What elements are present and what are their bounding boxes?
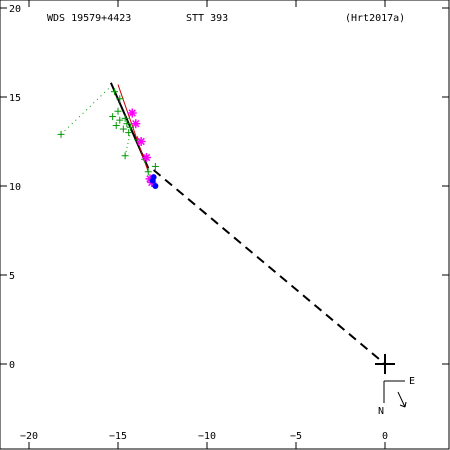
primary-star-marker [375,354,395,374]
asterisk-arm [142,153,151,162]
header-star-id: WDS 19579+4423 [47,13,131,24]
data-point-dot [152,183,159,189]
asterisk-arm [132,119,140,128]
header-reference: (Hrt2017a) [345,13,405,24]
asterisk-arm [128,109,136,117]
data-point-plus [123,120,131,128]
data-point-asterisk [131,119,141,129]
x-tick-label: −15 [109,431,127,442]
data-point-plus [144,168,152,176]
orbit-red-line [117,84,149,172]
fit-curves [60,82,386,365]
y-tick-label: 15 [9,93,21,104]
data-point-plus [121,152,129,160]
header-system-name: STT 393 [186,13,228,24]
data-point-asterisk [127,108,137,118]
y-tick-label: 20 [9,4,21,15]
data-point-plus [125,129,133,137]
x-axis-ticks: −20 −15 −10 −5 0 [20,0,388,449]
data-point-asterisk [141,153,151,163]
data-point-plus [109,113,117,121]
data-point-plus [126,123,134,131]
asterisk-arm [137,137,145,146]
x-tick-label: −10 [198,431,216,442]
data-point-plus [116,95,124,103]
x-tick-label: −20 [20,431,38,442]
x-tick-label: 0 [382,431,388,442]
header: WDS 19579+4423 STT 393 (Hrt2017a) [47,13,405,24]
line-of-nodes [152,169,386,365]
data-points [57,88,159,189]
x-tick-label: −5 [290,431,302,442]
residual-connector [124,132,131,156]
data-point-plus [112,121,120,129]
data-point-plus [110,88,118,96]
data-point-plus [151,162,159,170]
data-point-plus [116,116,124,124]
compass-rose: E N [378,376,415,417]
y-tick-label: 0 [9,360,15,371]
compass-east-label: E [409,376,415,387]
data-point-plus [114,107,122,115]
y-tick-label: 5 [9,271,15,282]
data-point-plus [119,125,127,133]
data-point-asterisk [136,137,146,146]
residual-connector [60,87,110,135]
motion-arrow-icon [397,391,407,408]
y-axis-ticks: 0 5 10 15 20 [0,4,449,371]
data-point-dot [149,177,156,184]
data-point-plus [121,114,129,122]
data-point-plus [57,130,65,138]
compass-north-label: N [378,406,384,417]
y-tick-label: 10 [9,182,21,193]
